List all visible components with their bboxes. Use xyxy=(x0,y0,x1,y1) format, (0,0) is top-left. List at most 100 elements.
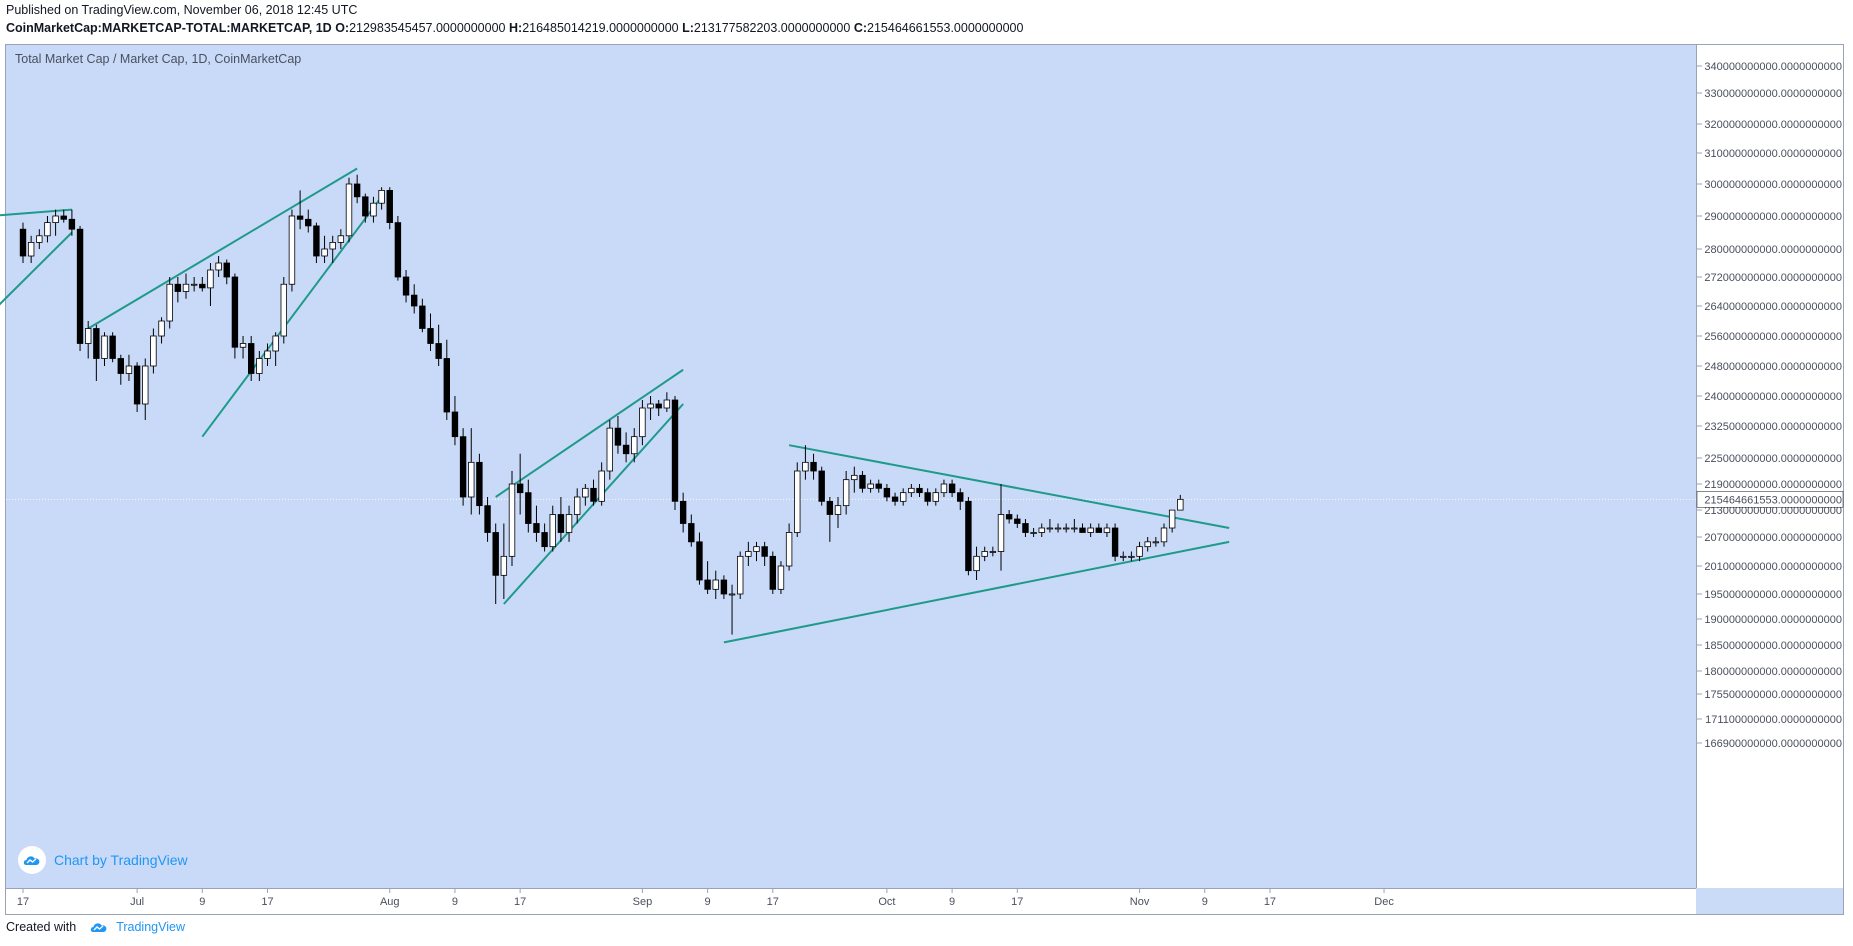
candle-up xyxy=(508,483,516,557)
candle-down xyxy=(590,487,597,502)
candle-up xyxy=(940,483,948,494)
low-label: L: xyxy=(682,21,694,35)
candle-up xyxy=(582,487,589,498)
candle-up xyxy=(932,492,939,502)
candle-up xyxy=(753,546,760,552)
tradingview-watermark[interactable]: Chart by TradingView xyxy=(18,846,188,874)
y-tick-label: 185000000000.0000000000 xyxy=(1704,640,1842,652)
candle-down xyxy=(394,222,402,278)
candle-down xyxy=(459,436,467,498)
y-tick-label: 213000000000.0000000000 xyxy=(1704,505,1842,517)
candle-down xyxy=(296,215,304,220)
candle-up xyxy=(288,215,296,285)
published-line: Published on TradingView.com, November 0… xyxy=(6,3,358,17)
candle-down xyxy=(484,505,491,533)
y-tick-label: 166900000000.0000000000 xyxy=(1704,738,1842,750)
candle-down xyxy=(353,183,361,198)
x-tick-label: Nov xyxy=(1130,896,1150,908)
candle-up xyxy=(908,487,915,494)
y-tick-label: 190000000000.0000000000 xyxy=(1704,614,1842,626)
candle-up xyxy=(378,189,385,204)
candle-up xyxy=(1120,555,1127,558)
tradingview-brand-link[interactable]: TradingView xyxy=(116,920,185,934)
symbol-ohlc-line: CoinMarketCap:MARKETCAP-TOTAL:MARKETCAP,… xyxy=(6,21,1023,35)
x-tick-label: 9 xyxy=(705,896,711,908)
candle-down xyxy=(557,514,565,533)
y-tick-label: 240000000000.0000000000 xyxy=(1704,391,1842,403)
candle-down xyxy=(1005,514,1013,520)
candle-up xyxy=(1128,555,1135,558)
symbol-label: CoinMarketCap:MARKETCAP-TOTAL:MARKETCAP,… xyxy=(6,21,332,35)
candle-down xyxy=(362,196,369,217)
x-tick-label: Oct xyxy=(878,896,895,908)
candle-up xyxy=(36,235,43,243)
candle-down xyxy=(761,546,768,557)
y-tick-label: 171100000000.0000000000 xyxy=(1705,714,1842,726)
created-with-label: Created with xyxy=(6,920,77,934)
high-label: H: xyxy=(508,21,523,35)
plot-area[interactable] xyxy=(6,45,1696,888)
candle-up xyxy=(321,248,328,257)
candle-down xyxy=(957,492,964,502)
candle-down xyxy=(402,276,410,296)
candle-up xyxy=(1136,546,1143,557)
candle-down xyxy=(525,492,532,524)
candle-down xyxy=(223,262,230,278)
candle-up xyxy=(150,335,157,367)
candle-down xyxy=(769,555,776,590)
y-tick-label: 232500000000.0000000000 xyxy=(1704,421,1842,433)
candle-down xyxy=(410,294,418,307)
candle-down xyxy=(451,411,459,438)
candle-up xyxy=(712,579,719,590)
candle-up xyxy=(1071,527,1078,530)
candle-down xyxy=(688,523,695,543)
candle-up xyxy=(737,555,744,595)
candle-down xyxy=(386,189,393,223)
open-label: O: xyxy=(335,21,350,35)
candle-up xyxy=(215,262,222,271)
candle-down xyxy=(948,483,956,494)
candle-down xyxy=(199,283,206,289)
candle-up xyxy=(27,241,35,257)
candle-down xyxy=(1079,527,1086,533)
candle-up xyxy=(370,202,377,217)
candle-down xyxy=(883,487,891,498)
last-price-label: 215464661553.0000000000 xyxy=(1704,494,1842,506)
candle-up xyxy=(574,496,581,515)
y-tick-label: 201000000000.0000000000 xyxy=(1704,561,1842,573)
price-axis[interactable] xyxy=(1696,45,1843,888)
candle-down xyxy=(93,328,100,359)
y-tick-label: 272000000000.0000000000 xyxy=(1704,272,1842,284)
candle-down xyxy=(704,579,711,590)
candle-up xyxy=(207,269,214,289)
candle-down xyxy=(76,228,84,344)
low-value: 213177582203.0000000000 xyxy=(693,21,851,35)
candle-down xyxy=(427,328,434,344)
y-tick-label: 256000000000.0000000000 xyxy=(1704,331,1842,343)
candle-down xyxy=(68,218,76,230)
candle-down xyxy=(231,276,239,348)
x-tick-label: 17 xyxy=(514,896,526,908)
trendline xyxy=(723,540,1230,644)
x-tick-label: 9 xyxy=(452,896,458,908)
candle-up xyxy=(468,461,475,498)
candle-up xyxy=(549,514,556,548)
candle-up xyxy=(867,483,874,489)
candle-down xyxy=(109,335,116,359)
candle-down xyxy=(541,532,548,548)
candle-up xyxy=(900,492,907,502)
time-axis[interactable] xyxy=(6,888,1696,914)
y-tick-label: 310000000000.0000000000 xyxy=(1704,148,1842,160)
candle-up xyxy=(1046,527,1054,530)
candle-down xyxy=(818,470,825,502)
y-tick-label: 300000000000.0000000000 xyxy=(1704,179,1842,191)
trendline xyxy=(788,444,1230,529)
candle-up xyxy=(647,403,654,409)
trendline xyxy=(495,368,684,498)
x-tick-label: 17 xyxy=(261,896,273,908)
candle-up xyxy=(989,551,997,553)
tradingview-cloud-icon xyxy=(18,846,46,874)
x-tick-label: 17 xyxy=(1264,896,1276,908)
candle-down xyxy=(720,579,728,595)
candle-up xyxy=(500,555,508,576)
